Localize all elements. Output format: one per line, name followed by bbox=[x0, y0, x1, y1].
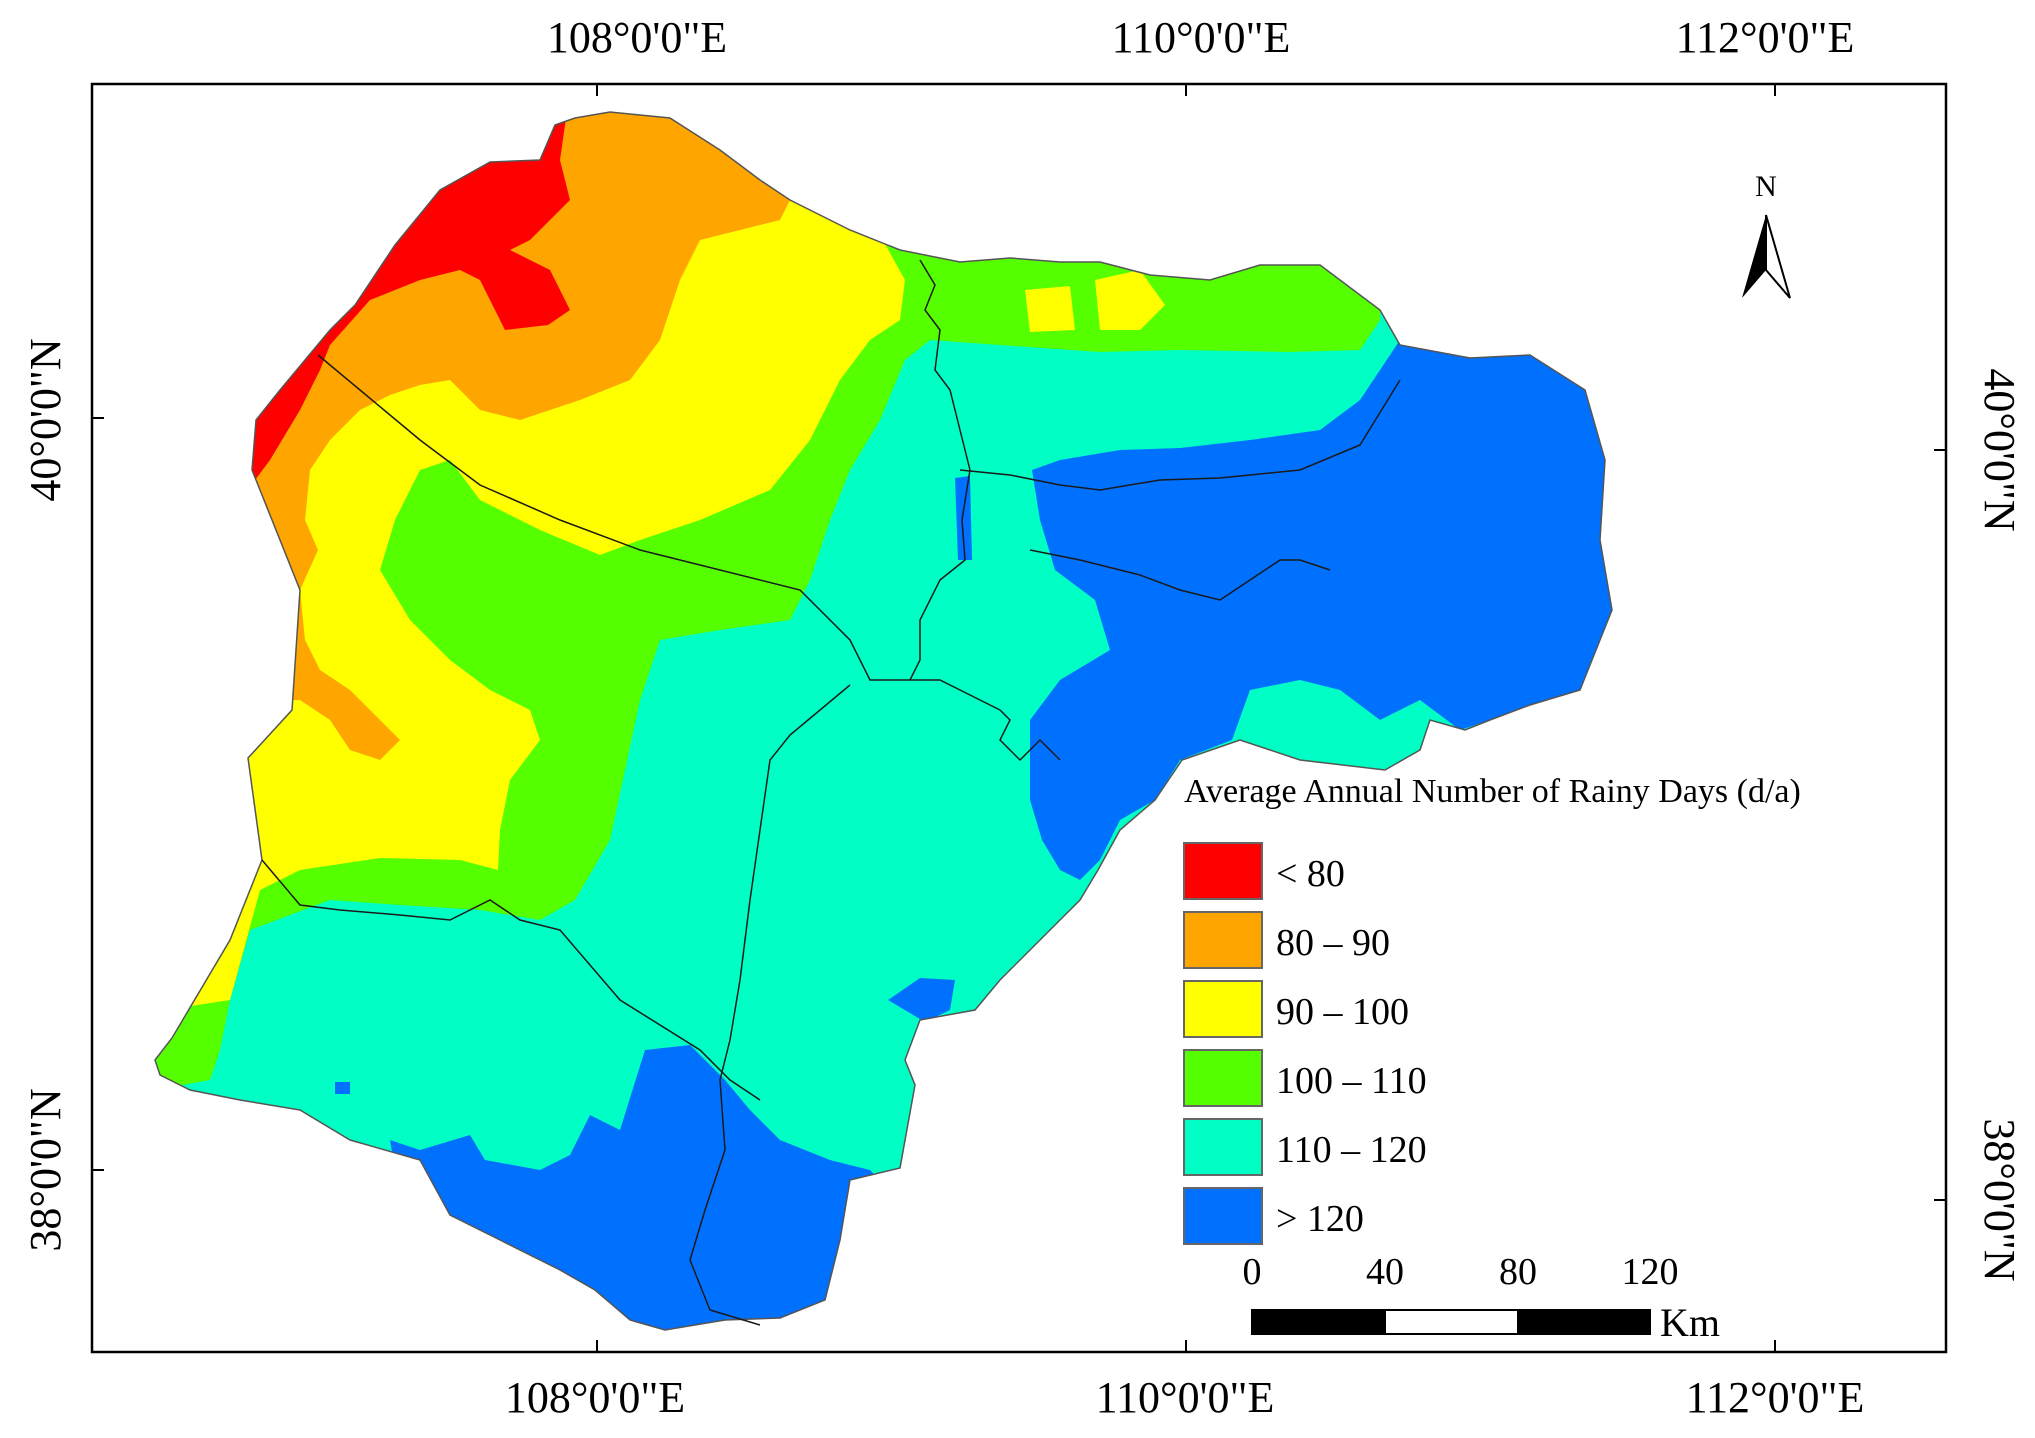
bottom-lon-label: 108°0'0"E bbox=[505, 1373, 685, 1422]
bottom-lon-label: 110°0'0"E bbox=[1096, 1373, 1275, 1422]
bottom-lon-label: 112°0'0"E bbox=[1686, 1373, 1865, 1422]
top-lon-label: 112°0'0"E bbox=[1676, 13, 1855, 62]
legend-swatch-below-80 bbox=[1183, 842, 1263, 900]
legend-label: 90 – 100 bbox=[1276, 991, 1409, 1033]
scale-tick-label: 80 bbox=[1499, 1251, 1537, 1293]
zone-90-100-patch bbox=[1025, 270, 1165, 332]
legend-swatch-80-90 bbox=[1183, 911, 1263, 969]
legend-label: < 80 bbox=[1276, 853, 1345, 895]
zone-above-120-east bbox=[1030, 340, 1612, 880]
scale-unit: Km bbox=[1660, 1300, 1720, 1345]
left-lat-label: 38°0'0"N bbox=[21, 1088, 70, 1251]
top-lon-label: 108°0'0"E bbox=[547, 13, 727, 62]
right-lat-label: 40°0'0"N bbox=[1975, 368, 2024, 531]
right-lat-label: 38°0'0"N bbox=[1975, 1118, 2024, 1281]
graticule-ticks bbox=[92, 84, 1946, 1352]
scale-tick-label: 40 bbox=[1366, 1251, 1404, 1293]
legend-swatch-90-100 bbox=[1183, 980, 1263, 1038]
legend: Average Annual Number of Rainy Days (d/a… bbox=[1183, 773, 1801, 1245]
legend-label: > 120 bbox=[1276, 1198, 1364, 1240]
scale-tick-label: 120 bbox=[1622, 1251, 1679, 1293]
left-lat-label: 40°0'0"N bbox=[21, 338, 70, 501]
legend-swatch-above-120 bbox=[1183, 1187, 1263, 1245]
top-lon-label: 110°0'0"E bbox=[1112, 13, 1291, 62]
legend-label: 100 – 110 bbox=[1276, 1060, 1427, 1102]
scale-bar: 0 40 80 120 Km bbox=[1243, 1251, 1721, 1345]
north-arrow-label: N bbox=[1755, 170, 1777, 203]
admin-boundaries bbox=[261, 259, 1401, 1326]
legend-swatch-100-110 bbox=[1183, 1049, 1263, 1107]
legend-swatch-110-120 bbox=[1183, 1118, 1263, 1176]
north-arrow bbox=[1742, 214, 1791, 299]
scale-tick-label: 0 bbox=[1243, 1251, 1262, 1293]
legend-label: 80 – 90 bbox=[1276, 922, 1390, 964]
legend-label: 110 – 120 bbox=[1276, 1129, 1427, 1171]
legend-title: Average Annual Number of Rainy Days (d/a… bbox=[1184, 773, 1801, 810]
